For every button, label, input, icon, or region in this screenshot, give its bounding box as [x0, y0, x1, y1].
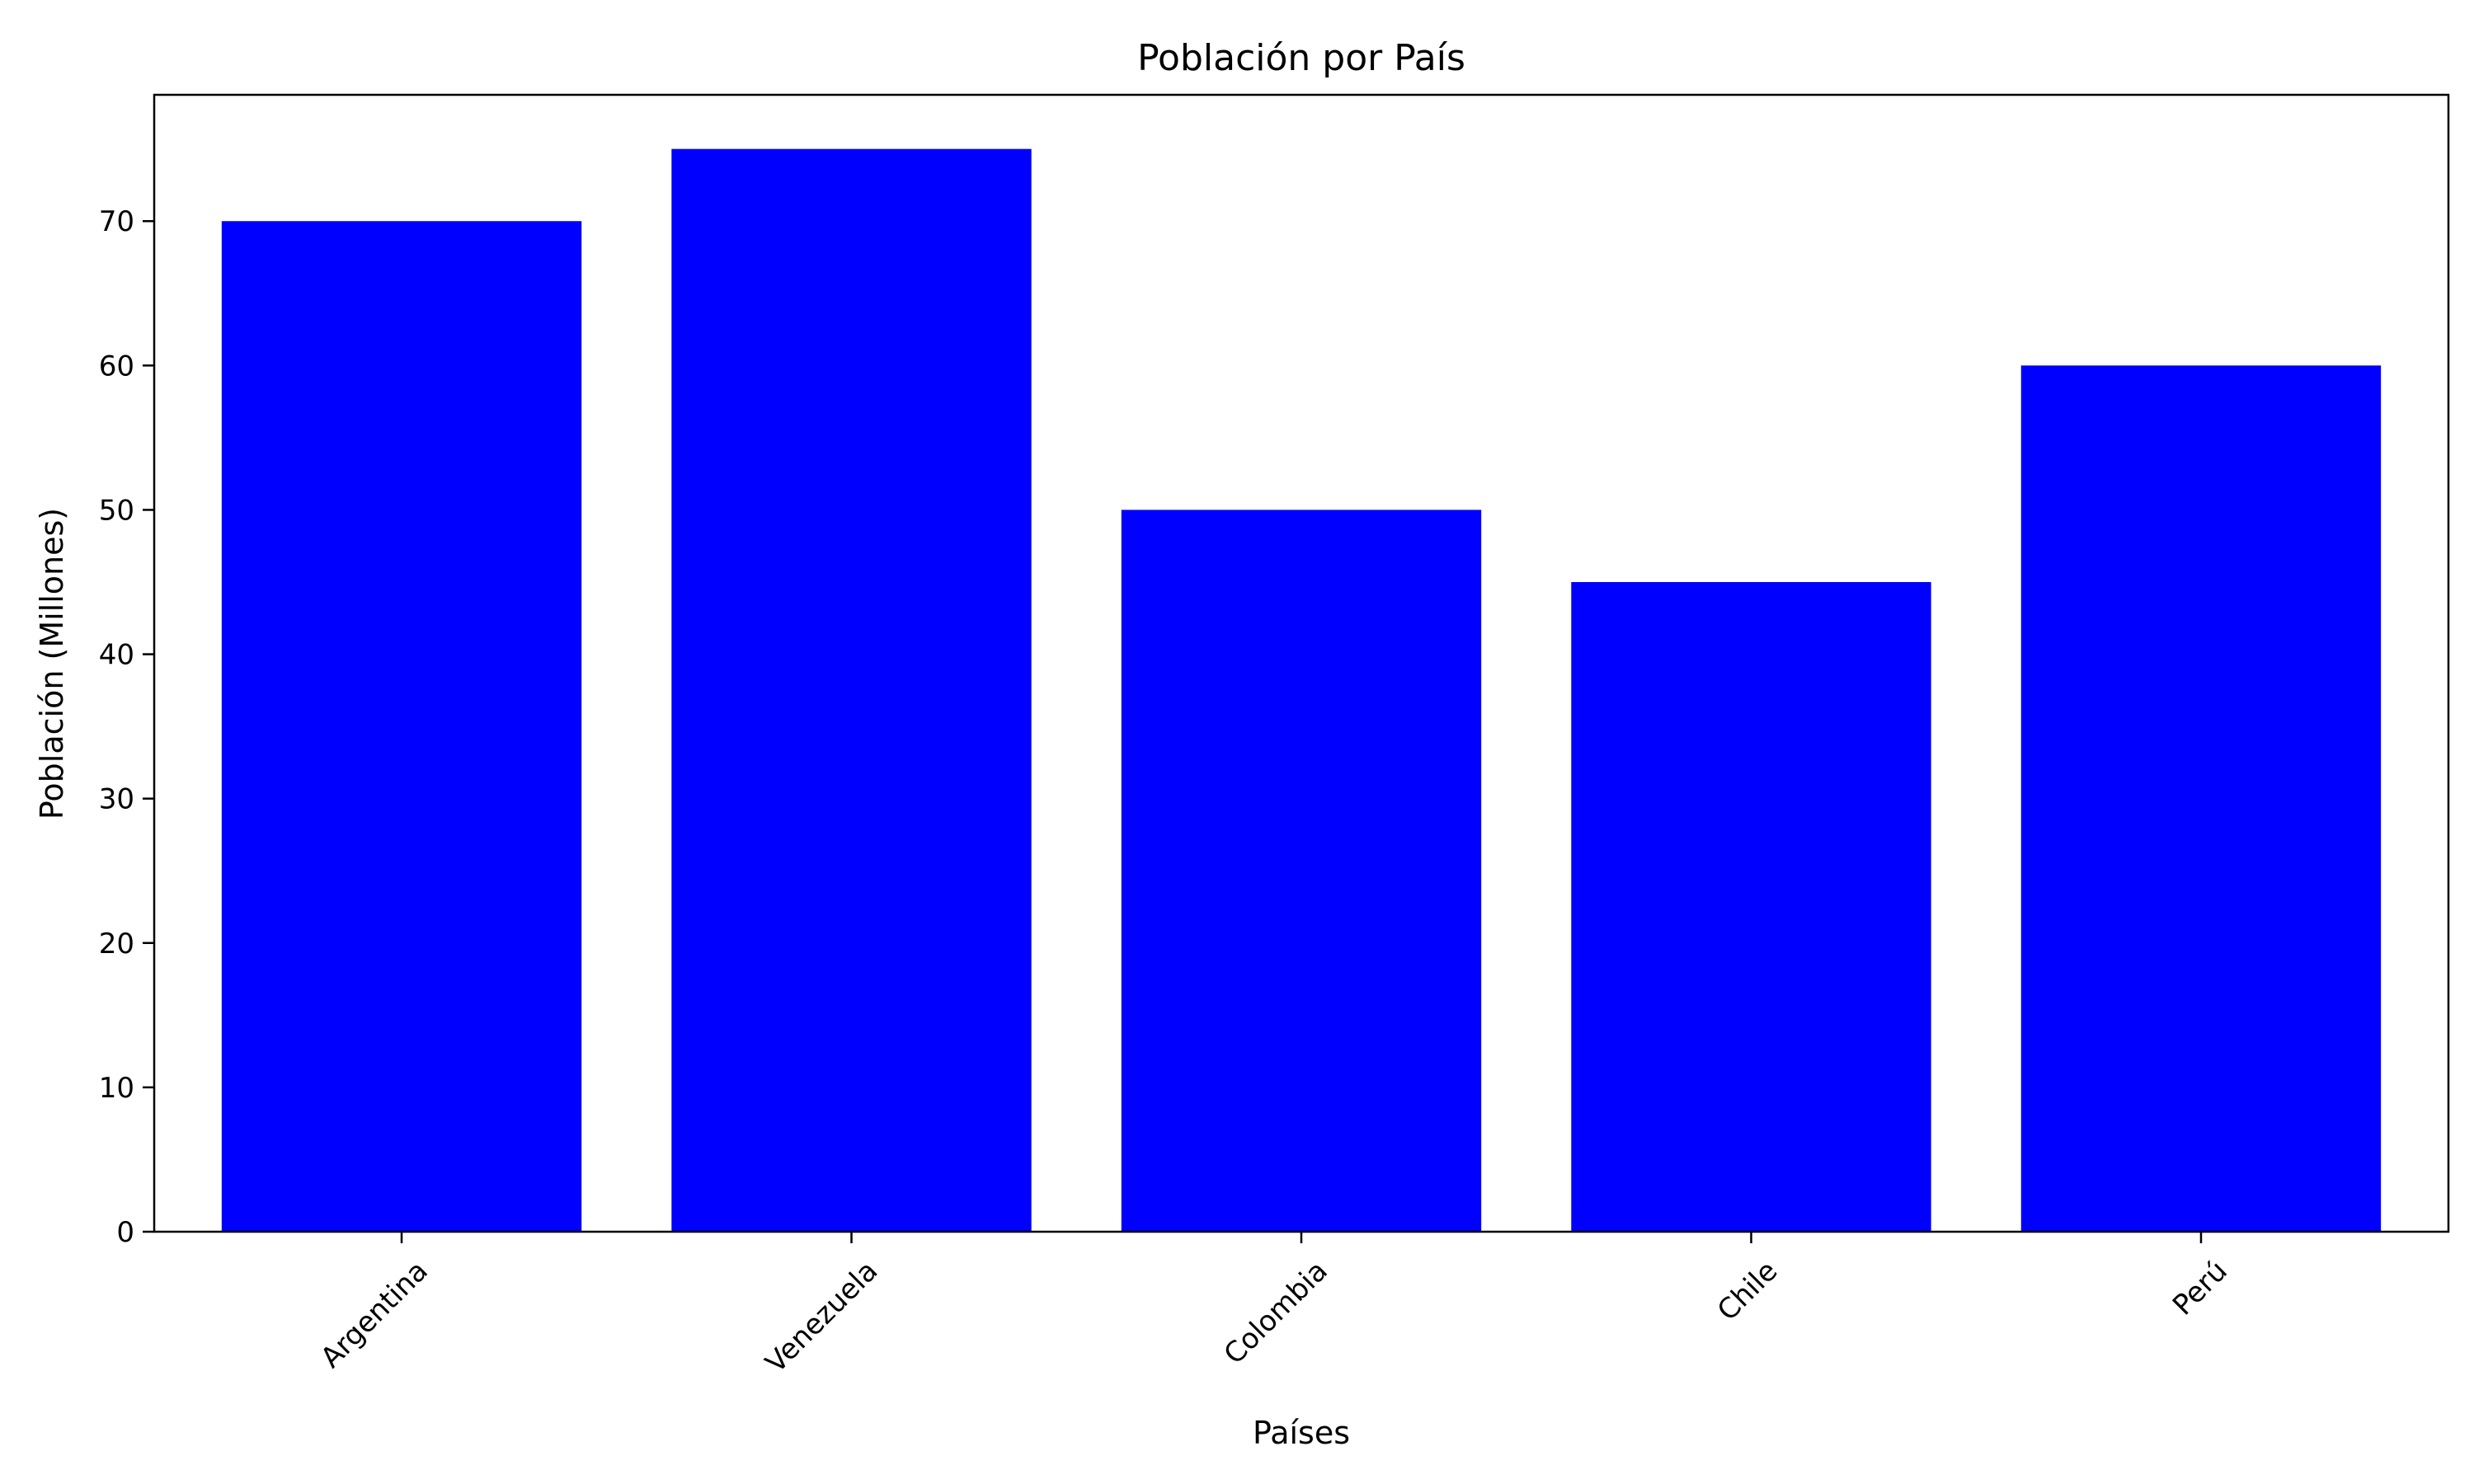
x-tick-label: Chile	[1711, 1255, 1784, 1327]
bar-colombia	[1121, 510, 1482, 1232]
x-tick-label: Perú	[2166, 1255, 2234, 1322]
y-tick-label: 60	[99, 350, 134, 383]
y-tick-label: 30	[99, 783, 134, 816]
x-axis-title: Países	[1253, 1415, 1350, 1451]
y-tick-label: 0	[116, 1216, 134, 1249]
bar-chile	[1571, 582, 1931, 1232]
x-tick-label: Venezuela	[760, 1255, 885, 1380]
x-tick-label: Argentina	[314, 1255, 435, 1375]
y-axis-title: Población (Millones)	[34, 508, 70, 819]
bar-argentina	[221, 221, 582, 1233]
bar-perú	[2020, 365, 2382, 1233]
y-tick-label: 20	[99, 928, 134, 960]
y-tick-label: 70	[99, 205, 134, 238]
y-tick-label: 40	[99, 639, 134, 672]
chart-title: Población por País	[1137, 37, 1465, 79]
plot-area: 0 10 20 30 40 50 60 70 Argentina Venezuela Colombi…	[99, 93, 2450, 1380]
y-tick-label: 50	[99, 494, 134, 527]
x-tick-label: Colombia	[1218, 1255, 1334, 1371]
bar-venezuela	[671, 148, 1032, 1232]
y-tick-label: 10	[99, 1072, 134, 1105]
